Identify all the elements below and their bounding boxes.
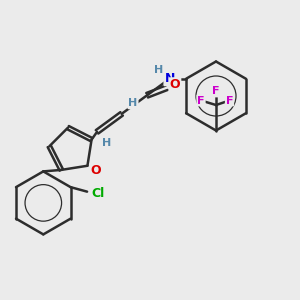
Text: N: N <box>164 72 175 85</box>
Text: H: H <box>102 138 111 148</box>
Text: O: O <box>170 78 180 91</box>
Text: F: F <box>197 95 205 106</box>
Text: H: H <box>154 65 163 75</box>
Text: O: O <box>91 164 101 177</box>
Text: H: H <box>128 98 138 108</box>
Text: Cl: Cl <box>91 187 104 200</box>
Text: F: F <box>212 86 220 97</box>
Text: F: F <box>226 95 233 106</box>
